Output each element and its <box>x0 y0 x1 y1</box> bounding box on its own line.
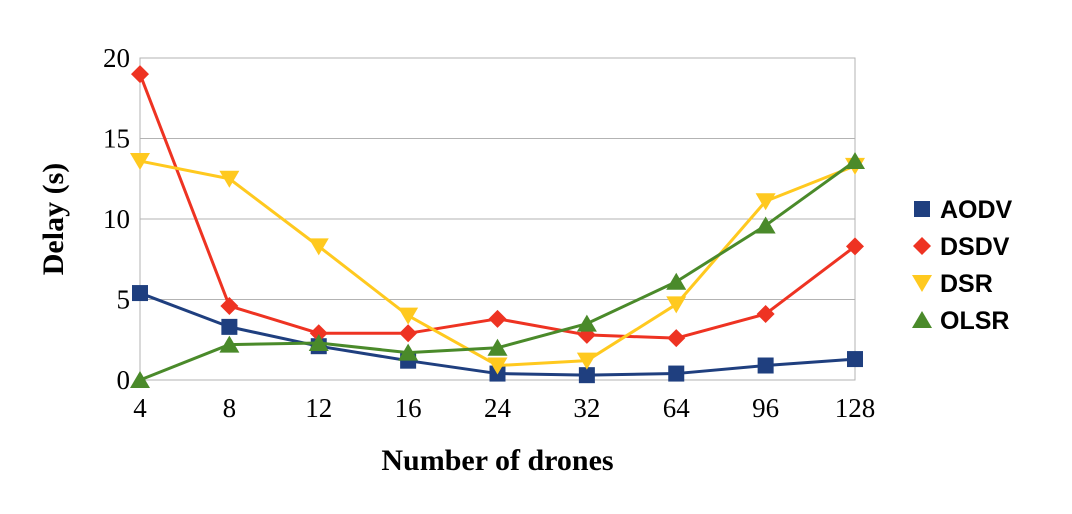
data-point-dsdv <box>667 329 686 348</box>
data-point-olsr <box>219 335 240 353</box>
y-axis-label: Delay (s) <box>37 163 70 275</box>
x-axis-ticks: 4 8 12 16 24 32 64 96 128 <box>133 393 875 423</box>
x-tick-label: 128 <box>835 393 876 423</box>
x-tick-label: 12 <box>305 393 332 423</box>
data-point-aodv <box>578 367 595 384</box>
data-point-dsr <box>576 352 597 370</box>
legend-item-olsr: OLSR <box>912 307 1009 335</box>
legend: AODV DSDV DSR OLSR <box>912 196 1013 335</box>
legend-marker <box>914 201 930 217</box>
y-tick-label: 15 <box>103 124 130 154</box>
legend-item-dsr: DSR <box>912 270 993 298</box>
data-point-olsr <box>398 343 419 361</box>
data-point-dsr <box>308 238 329 256</box>
legend-marker <box>912 311 932 328</box>
series-dsr <box>130 153 865 375</box>
series-layer <box>130 65 865 388</box>
x-tick-label: 16 <box>395 393 422 423</box>
data-point-aodv <box>132 285 148 302</box>
data-point-dsdv <box>309 324 328 343</box>
data-point-olsr <box>130 371 150 388</box>
legend-label: DSDV <box>940 233 1010 261</box>
x-tick-label: 24 <box>484 393 512 423</box>
x-tick-label: 4 <box>133 393 147 423</box>
y-tick-label: 20 <box>103 43 130 73</box>
x-tick-label: 8 <box>223 393 237 423</box>
y-tick-label: 5 <box>117 285 131 315</box>
x-tick-label: 32 <box>573 393 600 423</box>
data-point-dsr <box>130 153 150 171</box>
series-line-dsr <box>139 159 856 368</box>
data-point-dsdv <box>131 65 149 84</box>
data-point-dsr <box>398 307 419 325</box>
y-tick-label: 0 <box>117 365 131 395</box>
series-dsdv <box>131 65 864 348</box>
data-point-dsdv <box>846 237 864 256</box>
series-olsr <box>130 152 865 388</box>
x-tick-label: 64 <box>663 393 691 423</box>
data-point-aodv <box>757 357 774 374</box>
data-point-dsdv <box>756 304 775 323</box>
data-point-olsr <box>845 152 865 170</box>
data-point-dsr <box>487 357 508 375</box>
legend-marker <box>913 237 931 255</box>
data-point-dsr <box>755 193 776 211</box>
y-axis-ticks: 0 5 10 15 20 <box>103 43 130 395</box>
data-point-dsr <box>666 296 687 314</box>
data-point-olsr <box>576 314 597 332</box>
data-point-dsdv <box>399 324 418 343</box>
series-line-dsdv <box>138 73 856 340</box>
legend-label: DSR <box>940 270 993 298</box>
legend-item-aodv: AODV <box>914 196 1013 224</box>
data-point-aodv <box>847 351 863 368</box>
y-tick-label: 10 <box>103 204 130 234</box>
data-point-aodv <box>668 365 685 382</box>
legend-item-dsdv: DSDV <box>913 233 1010 261</box>
x-tick-label: 96 <box>752 393 779 423</box>
data-point-olsr <box>308 333 329 351</box>
data-point-olsr <box>666 272 687 290</box>
legend-label: OLSR <box>940 307 1009 335</box>
legend-label: AODV <box>940 196 1013 224</box>
data-point-dsdv <box>488 309 507 328</box>
data-point-dsdv <box>220 296 239 315</box>
data-point-olsr <box>755 216 776 234</box>
data-point-aodv <box>221 318 238 335</box>
legend-marker <box>912 275 932 292</box>
data-point-dsr <box>219 170 240 188</box>
x-axis-label: Number of drones <box>381 444 613 477</box>
data-point-olsr <box>487 338 508 356</box>
